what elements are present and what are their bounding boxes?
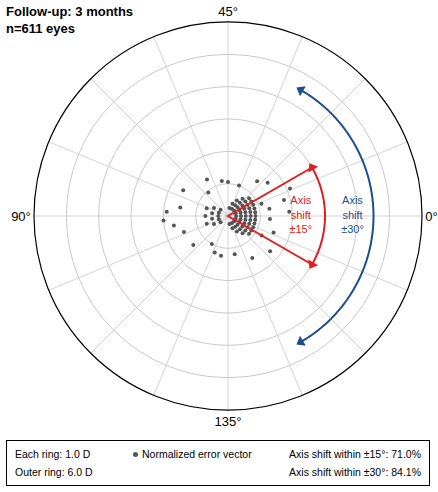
svg-text:90°: 90° [11, 209, 31, 224]
html-text:Axis shift within ±30°: 84.1%: Axis shift within ±30°: 84.1% [289, 466, 421, 478]
html-text:Each ring: 1.0 D: Each ring: 1.0 D [15, 448, 91, 460]
svg-text:45°: 45° [218, 4, 238, 19]
html-text:Axis shift within ±15°: 71.0%: Axis shift within ±15°: 71.0% [289, 448, 421, 460]
html-text:Normalized error vector: Normalized error vector [142, 448, 252, 460]
svg-text:Follow-up: 3 monthsn=611 eyes: Follow-up: 3 monthsn=611 eyes [6, 4, 133, 36]
svg-text:Axisshift±30°: Axisshift±30° [341, 194, 364, 235]
svg-text:Axisshift±15°: Axisshift±15° [289, 194, 312, 235]
svg-text:0°: 0° [425, 209, 437, 224]
html-text:Outer ring: 6.0 D: Outer ring: 6.0 D [15, 466, 93, 478]
svg-text:135°: 135° [215, 414, 242, 429]
